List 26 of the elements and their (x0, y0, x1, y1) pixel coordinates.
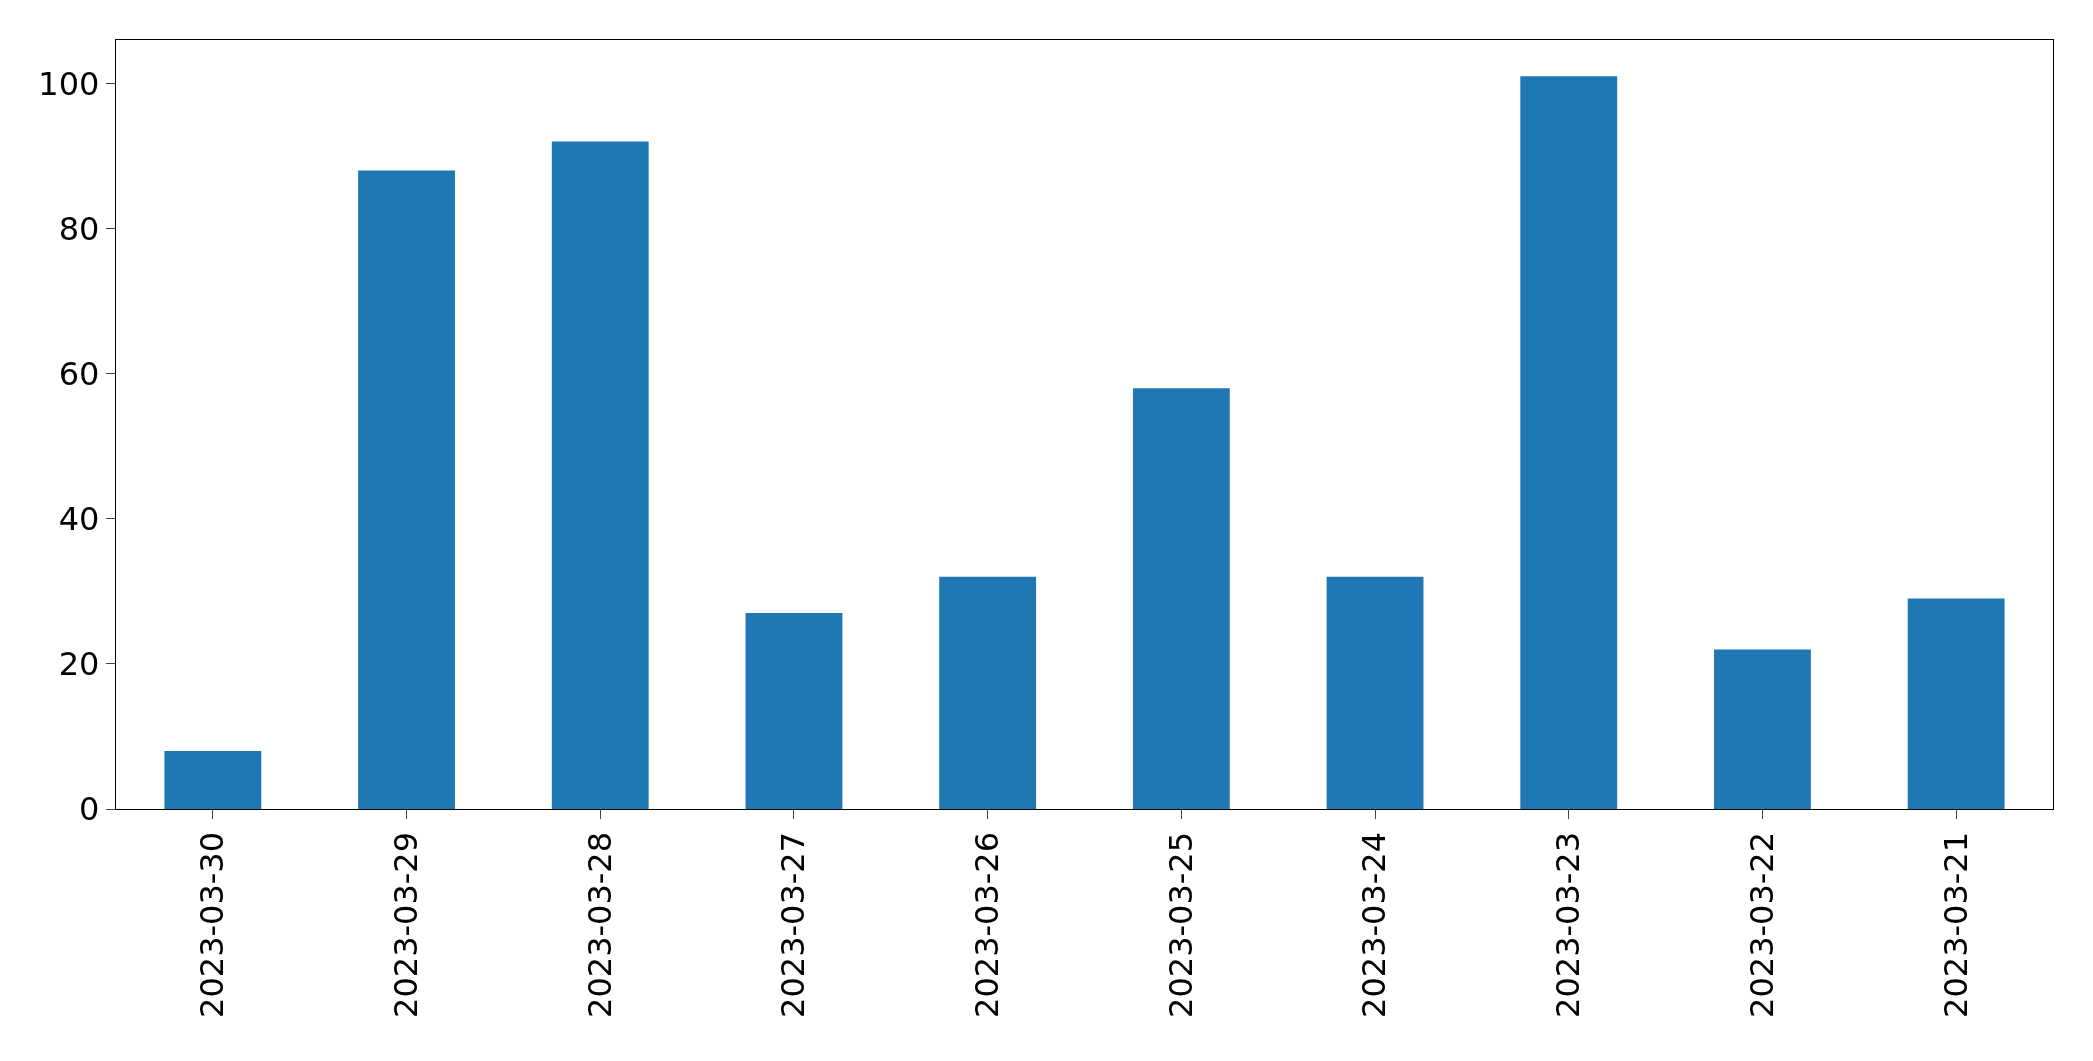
y-tick-label: 0 (79, 790, 100, 829)
bar (164, 750, 262, 809)
x-tick-label: 2023-03-30 (193, 831, 232, 1018)
bar (1907, 598, 2005, 809)
bar (745, 613, 843, 809)
bar (551, 141, 649, 809)
x-tick-label: 2023-03-23 (1549, 831, 1588, 1018)
x-tick-label: 2023-03-28 (580, 831, 619, 1018)
x-tick-label: 2023-03-27 (774, 831, 813, 1018)
y-tick-label: 80 (58, 209, 100, 248)
bar (1714, 649, 1811, 809)
y-tick-label: 40 (58, 500, 100, 539)
x-tick-label: 2023-03-24 (1355, 831, 1394, 1018)
y-tick-label: 20 (58, 645, 100, 684)
bar (939, 576, 1037, 809)
x-tick-label: 2023-03-21 (1936, 831, 1975, 1018)
x-tick-label: 2023-03-22 (1742, 831, 1781, 1018)
x-tick-label: 2023-03-29 (386, 831, 425, 1018)
bar (358, 170, 455, 809)
y-tick-label: 100 (38, 64, 100, 103)
x-tick-label: 2023-03-25 (1161, 831, 1200, 1018)
x-tick-label: 2023-03-26 (968, 831, 1007, 1018)
bar (1326, 576, 1424, 809)
y-tick-label: 60 (58, 354, 100, 393)
bar (1132, 388, 1230, 809)
bar (1520, 76, 1618, 809)
